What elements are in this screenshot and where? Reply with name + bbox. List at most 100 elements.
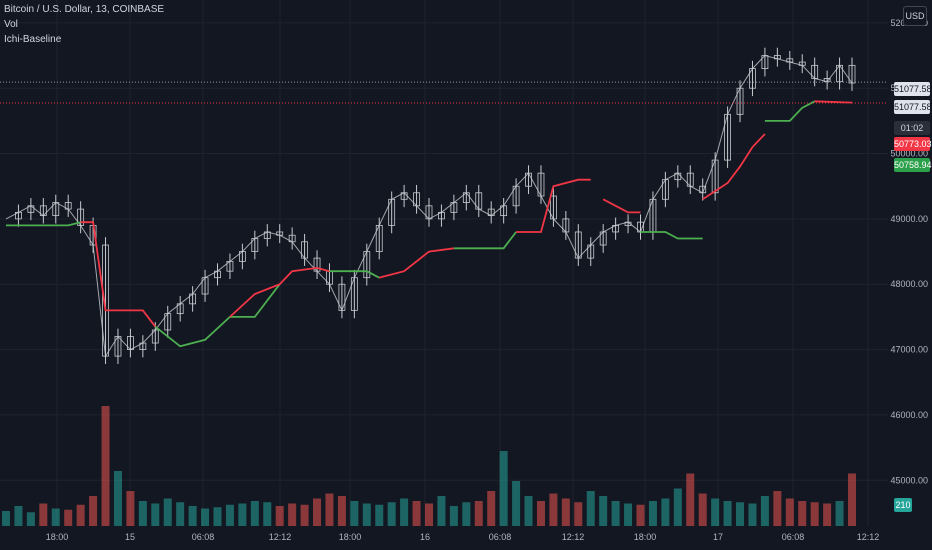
volume-bar — [636, 504, 645, 526]
price-series — [5, 47, 856, 364]
volume-bar — [698, 493, 707, 526]
time-axis-background — [0, 526, 888, 550]
volume-bar — [736, 502, 745, 526]
x-tick-label: 12:12 — [562, 532, 585, 542]
volume-bar — [362, 503, 371, 526]
baseline-segment-up — [764, 100, 816, 122]
volume-bar — [89, 496, 98, 526]
volume-bar — [524, 496, 533, 526]
volume-bar — [848, 473, 856, 526]
y-tick-label: 45000.00 — [890, 475, 928, 485]
x-tick-label: 15 — [125, 532, 135, 542]
volume-bar — [101, 406, 110, 526]
volume-bar — [425, 503, 433, 526]
volume-bar — [113, 471, 122, 526]
baseline-segment-up — [6, 221, 81, 227]
volume-bar — [611, 501, 620, 526]
green-baseline-tag: 50758.94 — [894, 158, 932, 172]
ichi-baseline-line — [6, 100, 853, 348]
y-tick-label: 46000.00 — [890, 410, 928, 420]
volume-bar — [661, 498, 670, 526]
volume-bar — [313, 498, 322, 526]
volume-tag: 210 — [894, 498, 912, 512]
price-line — [5, 54, 853, 358]
x-tick-label: 12:12 — [269, 532, 292, 542]
x-tick-label: 06:08 — [489, 532, 512, 542]
volume-bar — [188, 506, 197, 526]
x-tick-label: 18:00 — [46, 532, 69, 542]
volume-bar — [2, 511, 10, 526]
volume-indicator-label[interactable]: Vol — [4, 19, 18, 30]
volume-bar — [798, 501, 807, 526]
volume-bar — [561, 498, 570, 526]
baseline-segment-down — [702, 133, 766, 201]
volume-bar — [512, 481, 521, 526]
volume-bar — [462, 502, 471, 526]
currency-button[interactable]: USD — [903, 6, 927, 26]
baseline-indicator-label[interactable]: Ichi-Baseline — [4, 34, 62, 45]
volume-bar — [487, 491, 496, 526]
volume-bar — [350, 501, 359, 526]
volume-bar — [823, 503, 832, 526]
volume-bar — [64, 509, 73, 526]
x-tick-label: 06:08 — [192, 532, 215, 542]
symbol-title[interactable]: Bitcoin / U.S. Dollar, 13, COINBASE — [4, 4, 165, 15]
x-tick-label: 16 — [420, 532, 430, 542]
volume-bar — [499, 451, 508, 526]
y-tick-label: 50000.00 — [890, 149, 928, 159]
volume-bar — [263, 502, 272, 526]
baseline-segment-down — [602, 198, 641, 214]
volume-bar — [76, 504, 85, 526]
baseline-segment-up — [154, 283, 281, 348]
volume-bar — [387, 502, 396, 526]
volume-bar — [337, 496, 346, 526]
baseline-segment-down — [814, 100, 853, 104]
volume-bar — [176, 502, 185, 526]
volume-bar — [773, 491, 782, 526]
baseline-segment-up — [640, 231, 703, 240]
baseline-segment-up — [453, 231, 517, 250]
y-tick-label: 49000.00 — [890, 214, 928, 224]
chart-grid — [0, 0, 888, 526]
volume-bar — [711, 498, 720, 526]
baseline-segment-down — [229, 266, 330, 318]
volume-bar — [785, 498, 794, 526]
x-tick-label: 12:12 — [857, 532, 880, 542]
volume-bar — [400, 498, 409, 526]
volume-bar — [673, 488, 682, 526]
y-tick-label: 48000.00 — [890, 279, 928, 289]
volume-bar — [412, 501, 421, 526]
volume-bars — [2, 406, 856, 526]
volume-bar — [437, 496, 446, 526]
baseline-segment-down — [378, 247, 455, 279]
volume-bar — [586, 491, 595, 526]
volume-bar — [449, 506, 458, 526]
volume-bar — [574, 502, 583, 526]
volume-bar — [51, 508, 60, 526]
volume-bar — [648, 501, 657, 526]
volume-bar — [810, 502, 819, 526]
volume-bar — [549, 493, 558, 526]
volume-bar — [835, 501, 844, 526]
red-baseline-tag: 50773.03 — [894, 137, 932, 151]
time-axis[interactable]: 18:00 15 06:08 12:12 18:00 16 06:08 12:12 18:00 1… — [0, 526, 888, 550]
volume-bar — [225, 504, 234, 526]
volume-bar — [138, 501, 147, 526]
volume-bar — [201, 508, 210, 526]
close-price-tag: 51077.58 — [894, 100, 932, 114]
baseline-segment-up — [329, 270, 380, 279]
y-tick-label: 47000.00 — [890, 345, 928, 355]
volume-bar — [26, 512, 35, 526]
price-level-lines — [0, 81, 888, 104]
last-price-tag: 51077.58 — [894, 82, 932, 96]
x-tick-label: 18:00 — [339, 532, 362, 542]
volume-bar — [325, 493, 334, 526]
volume-bar — [126, 491, 135, 526]
volume-bar — [375, 504, 384, 526]
volume-bar — [624, 503, 633, 526]
volume-bar — [14, 506, 23, 526]
volume-bar — [213, 507, 222, 526]
volume-bar — [300, 504, 309, 526]
